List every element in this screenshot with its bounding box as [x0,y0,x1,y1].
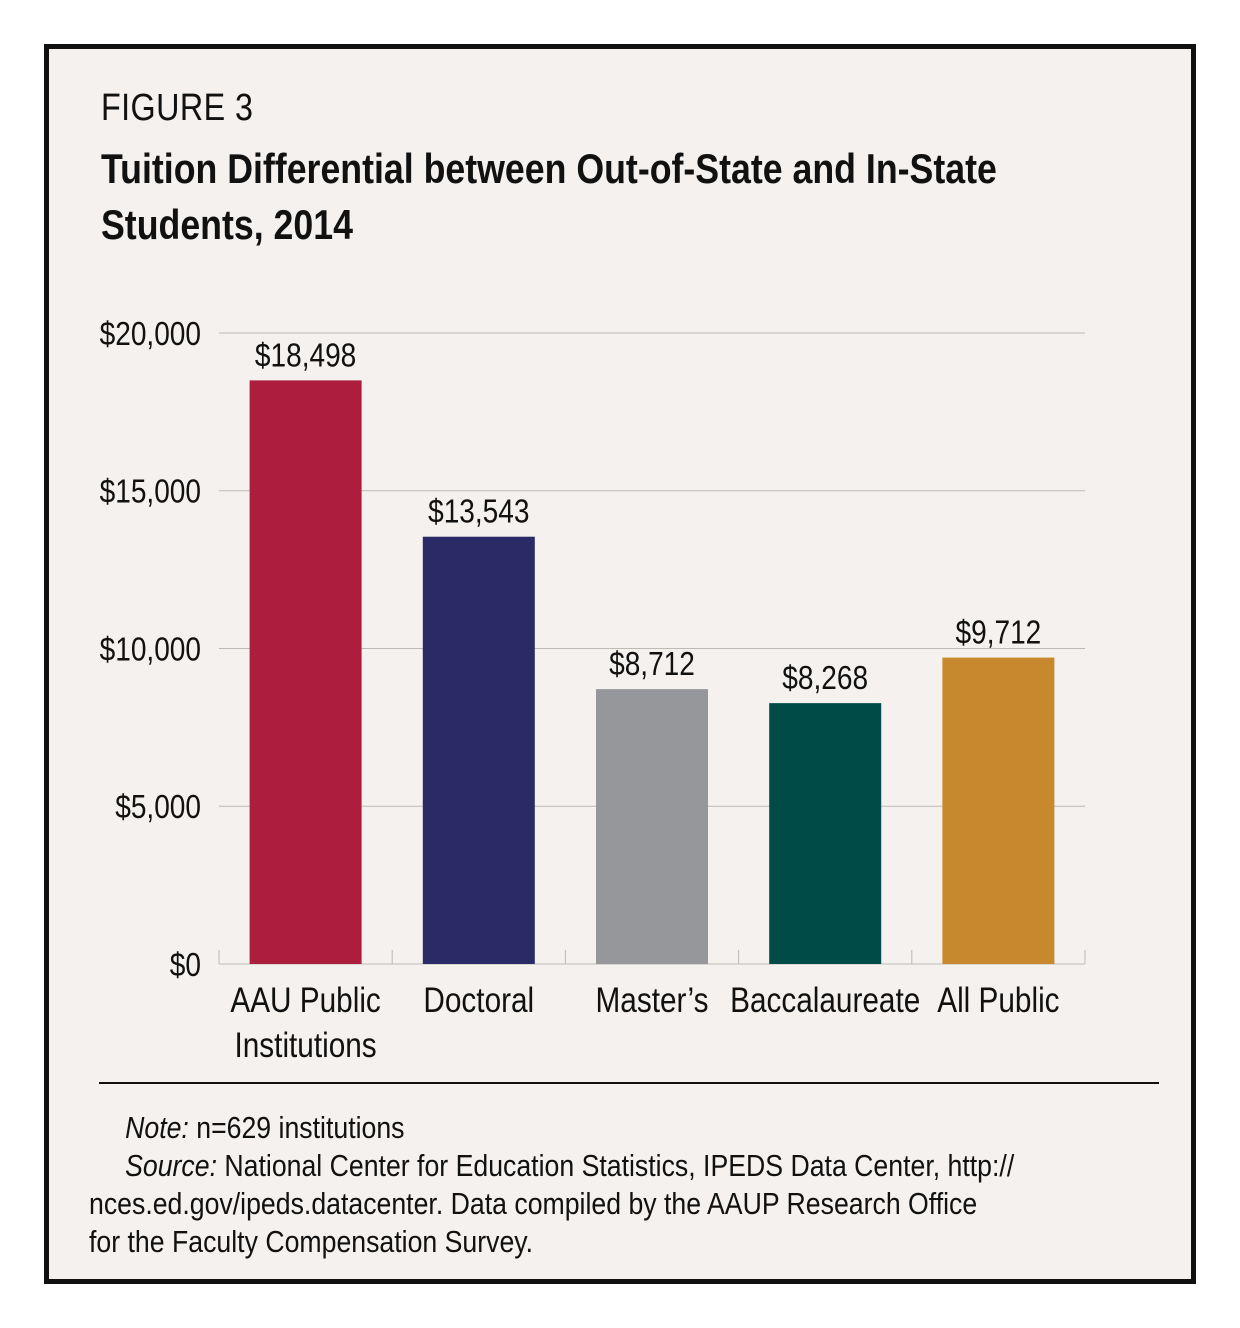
y-axis-ticks: $0 $5,000 $10,000 $15,000 $20,000 [100,316,201,984]
source-label: Source: [125,1148,218,1183]
gridlines [219,332,1085,965]
value-label: $18,498 [255,337,356,374]
bar [769,703,882,964]
value-label: $9,712 [956,614,1042,651]
x-tick-label: Institutions [235,1026,377,1065]
source-text-1: National Center for Education Statistics… [217,1148,1015,1183]
y-tick-label: $20,000 [100,316,201,353]
value-labels: $18,498 $13,543 $8,712 $8,268 $9,712 [255,337,1041,696]
y-tick-label: $5,000 [115,789,201,826]
chart-title: Tuition Differential between Out-of-Stat… [101,145,997,248]
bar-chart: $0 $5,000 $10,000 $15,000 $20,000 $18,498 $13… [100,316,1086,1065]
x-tick-label: Doctoral [423,981,534,1020]
bar [422,536,535,964]
figure-frame: FIGURE 3 Tuition Differential between Ou… [44,44,1196,1284]
bar [249,380,362,965]
value-label: $8,712 [609,646,695,683]
value-label: $8,268 [782,660,868,697]
x-axis-ticks: AAU Public Institutions Doctoral Master’s Ba… [218,950,1086,1065]
note-text: n=629 institutions [188,1110,405,1145]
x-tick-label: AAU Public [230,981,380,1020]
note-line: Note: n=629 institutions [89,1109,1190,1147]
footer-divider [99,1082,1159,1084]
note-label: Note: [125,1110,189,1145]
bars [249,380,1055,965]
y-tick-label: $10,000 [100,631,201,668]
footnotes: Note: n=629 institutions Source: Nationa… [89,1109,1190,1261]
figure-label: FIGURE 3 [101,87,254,129]
bar [942,657,1055,964]
bar [596,689,708,964]
y-tick-label: $15,000 [100,474,201,511]
x-tick-label: Master’s [596,981,709,1020]
x-tick-label: Baccalaureate [730,981,920,1020]
source-line-3: for the Faculty Compensation Survey. [89,1224,534,1259]
y-tick-label: $0 [170,947,201,984]
x-tick-label: All Public [937,981,1059,1020]
value-label: $13,543 [428,494,529,531]
source-line-1: Source: National Center for Education St… [89,1147,1190,1185]
source-line-2: nces.ed.gov/ipeds.datacenter. Data compi… [89,1186,978,1221]
